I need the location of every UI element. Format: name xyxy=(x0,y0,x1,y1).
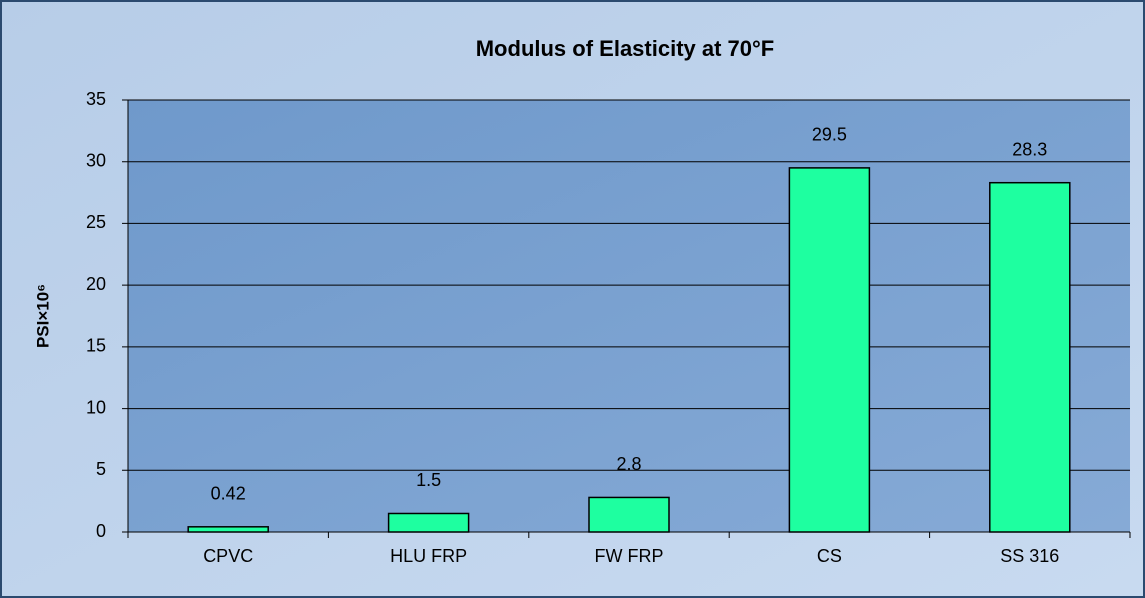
y-tick-label: 35 xyxy=(86,89,106,109)
data-label: 29.5 xyxy=(812,125,847,145)
data-label: 28.3 xyxy=(1012,139,1047,159)
y-tick-label: 0 xyxy=(96,521,106,541)
bar xyxy=(387,512,470,533)
y-tick-label: 5 xyxy=(96,459,106,479)
y-axis-label: PSI×10⁶ xyxy=(33,284,52,348)
bar xyxy=(788,167,871,533)
y-tick-label: 25 xyxy=(86,212,106,232)
x-tick-label: FW FRP xyxy=(595,546,664,566)
plot-area xyxy=(128,100,1130,532)
bar xyxy=(588,496,670,533)
data-label: 0.42 xyxy=(211,484,246,504)
bar xyxy=(187,526,269,533)
x-tick-label: SS 316 xyxy=(1000,546,1059,566)
x-tick-label: CS xyxy=(817,546,842,566)
y-tick-label: 30 xyxy=(86,150,106,170)
bar xyxy=(989,181,1071,533)
y-tick-label: 15 xyxy=(86,336,106,356)
y-tick-label: 20 xyxy=(86,274,106,294)
x-tick-label: HLU FRP xyxy=(390,546,467,566)
data-label: 2.8 xyxy=(616,454,641,474)
chart-title: Modulus of Elasticity at 70°F xyxy=(476,36,775,61)
x-tick-label: CPVC xyxy=(203,546,253,566)
data-label: 1.5 xyxy=(416,470,441,490)
y-tick-label: 10 xyxy=(86,397,106,417)
